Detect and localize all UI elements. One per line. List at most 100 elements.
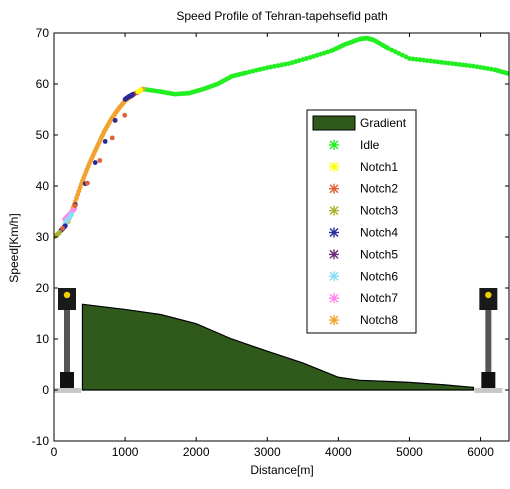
marker-idle [431, 59, 437, 64]
marker-notch2 [109, 135, 115, 141]
marker-idle [439, 59, 444, 65]
marker-idle [424, 58, 430, 64]
marker-idle [396, 51, 402, 56]
legend-item-idle: Idle [329, 138, 380, 152]
point-idle [428, 58, 434, 64]
legend-label: Notch7 [360, 291, 398, 305]
plot-clip-group [54, 35, 509, 393]
legend-marker [329, 206, 339, 216]
legend-marker [329, 184, 339, 194]
legend-marker [329, 271, 339, 281]
marker-idle [279, 62, 284, 68]
y-tick-label: 30 [36, 230, 50, 244]
marker-notch2 [122, 112, 128, 118]
marker-idle [488, 66, 494, 72]
legend-label: Notch8 [360, 313, 398, 327]
legend-item-notch8: Notch8 [329, 313, 398, 327]
marker-idle [435, 59, 441, 65]
point-idle [506, 71, 509, 77]
x-tick-label: 1000 [112, 445, 139, 459]
marker-idle [410, 56, 416, 62]
x-tick-label: 0 [51, 445, 58, 459]
point-notch4 [129, 92, 135, 98]
x-tick-label: 2000 [183, 445, 210, 459]
x-tick-label: 6000 [467, 445, 494, 459]
marker-idle [460, 62, 466, 68]
legend-item-gradient: Gradient [312, 115, 407, 131]
marker-idle [456, 62, 462, 67]
x-tick-label: 4000 [325, 445, 352, 459]
y-tick-label: 70 [36, 26, 50, 40]
marker-idle [275, 63, 281, 69]
marker-idle [463, 62, 469, 68]
marker-idle [453, 61, 459, 67]
signal-lamp [485, 291, 492, 299]
point-idle [264, 65, 270, 71]
chart-title: Speed Profile of Tehran-tapehsefid path [176, 9, 387, 23]
signal-base [474, 388, 503, 393]
marker-notch2 [97, 158, 103, 163]
y-tick-label: 10 [36, 332, 50, 346]
y-tick-label: 0 [42, 383, 49, 397]
legend-box [306, 109, 417, 334]
legend-label: Notch2 [360, 182, 398, 196]
marker-idle [442, 60, 448, 66]
signal-lamp [63, 291, 71, 299]
legend-label: Notch5 [360, 247, 398, 261]
legend-marker [329, 140, 339, 150]
legend-item-notch7: Notch7 [329, 291, 398, 305]
marker-idle [446, 60, 451, 66]
legend: Gradient Idle Notch1 Notch2 Notch3 Notch4 Notc… [306, 109, 417, 334]
legend-swatch [312, 115, 356, 131]
legend-item-notch4: Notch4 [329, 226, 398, 240]
y-tick-label: -10 [32, 434, 50, 448]
marker-idle [474, 64, 480, 70]
series-gradient [81, 303, 475, 391]
y-axis-label: Speed[Km/h] [7, 213, 21, 282]
series-notch8 [65, 86, 146, 225]
point-idle [385, 45, 391, 51]
signal-graphic [54, 288, 81, 393]
legend-label: Notch4 [360, 226, 398, 240]
legend-label: Gradient [360, 116, 407, 130]
signal-pole [64, 308, 70, 388]
x-tick-label: 5000 [396, 445, 423, 459]
marker-idle [403, 54, 409, 60]
marker-idle [271, 63, 277, 69]
point-notch3 [57, 230, 63, 235]
point-notch6 [69, 211, 75, 217]
marker-notch4 [92, 160, 98, 165]
legend-label: Notch6 [360, 269, 398, 283]
legend-item-notch6: Notch6 [329, 269, 398, 283]
legend-marker [329, 162, 339, 172]
marker-notch4 [112, 117, 118, 123]
series-notch1 [135, 87, 144, 95]
marker-idle [389, 47, 395, 53]
marker-idle [421, 57, 427, 63]
marker-idle [467, 63, 473, 69]
point-notch2 [60, 225, 65, 231]
signal-foot [60, 372, 74, 388]
series-notch3 [54, 230, 63, 240]
point-idle [449, 61, 455, 66]
legend-item-notch2: Notch2 [329, 182, 398, 196]
y-tick-label: 50 [36, 128, 50, 142]
legend-item-notch5: Notch5 [329, 247, 398, 261]
marker-idle [478, 64, 483, 70]
signal-pole [485, 308, 492, 388]
marker-idle [392, 49, 398, 55]
x-tick-label: 3000 [254, 445, 281, 459]
marker-idle [282, 61, 288, 67]
signal-foot [481, 372, 496, 388]
marker-idle [417, 57, 423, 63]
legend-item-notch3: Notch3 [329, 204, 398, 218]
legend-label: Notch1 [360, 160, 398, 174]
legend-marker [329, 293, 339, 303]
marker-idle [485, 66, 491, 71]
plot-area [54, 35, 509, 393]
legend-item-notch1: Notch1 [329, 160, 398, 174]
signal-graphic [474, 288, 503, 393]
gradient-area [81, 303, 475, 391]
y-tick-label: 40 [36, 179, 50, 193]
point-idle [471, 63, 476, 69]
